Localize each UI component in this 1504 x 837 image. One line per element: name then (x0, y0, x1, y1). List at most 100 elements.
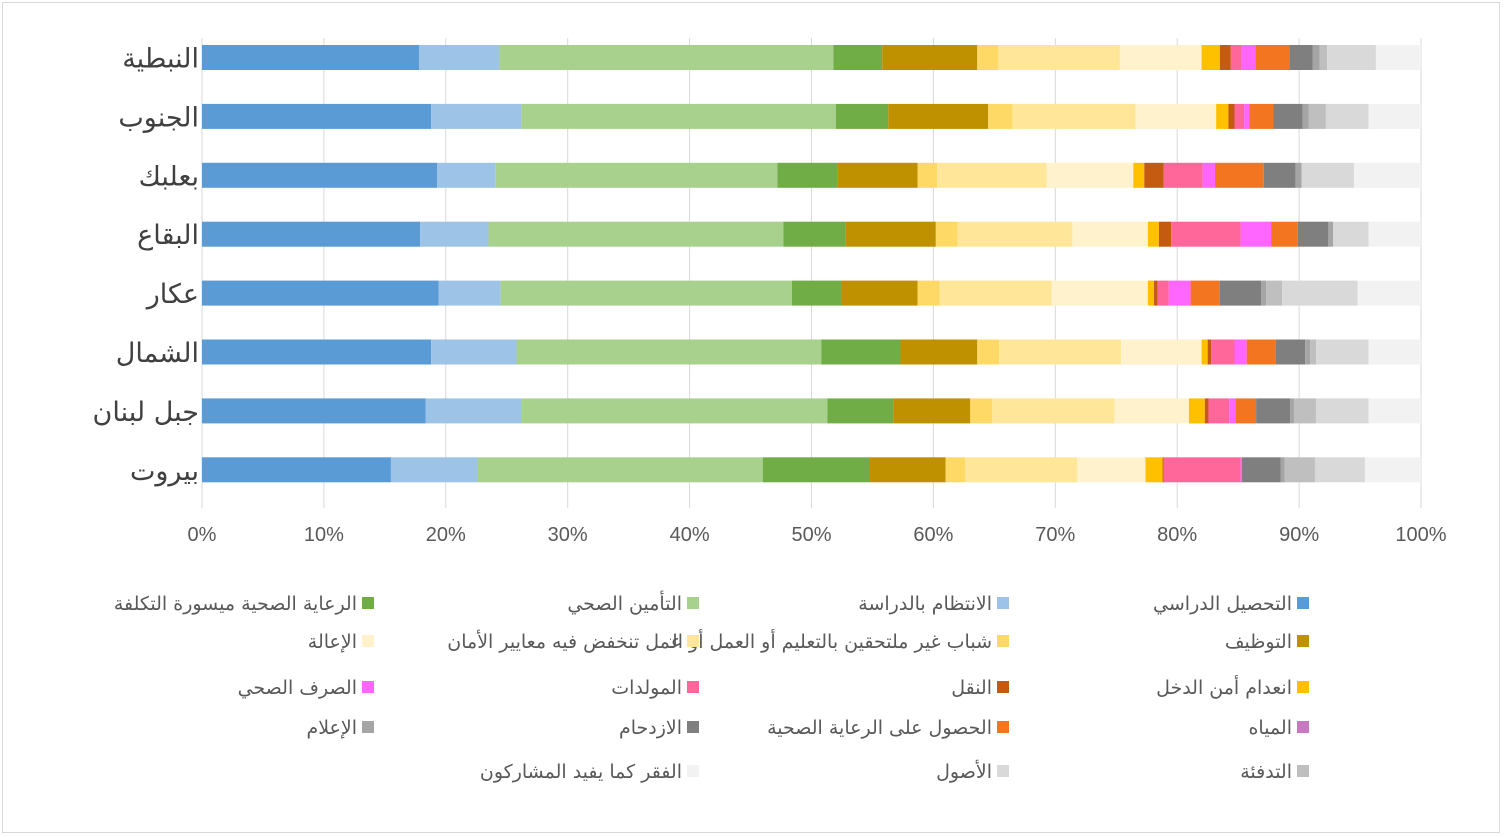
bar-segment (1157, 280, 1169, 306)
bar-segment (1051, 280, 1148, 306)
bar-segment (1163, 457, 1241, 483)
bar-segment (1261, 280, 1267, 306)
x-tick-label: 0% (188, 524, 217, 546)
bar-segment (437, 162, 496, 188)
category-label: جبل لبنان (93, 397, 199, 428)
category-label: الشمال (116, 338, 199, 369)
x-tick-label: 70% (1035, 524, 1075, 546)
bar-segment (1263, 162, 1296, 188)
legend-label: التأمين الصحي (567, 590, 682, 615)
bar-segment (1305, 339, 1311, 365)
bar-segment (1077, 457, 1146, 483)
bar-segment (1145, 457, 1163, 483)
bar-segment (835, 103, 889, 129)
bar-segment (477, 457, 763, 483)
bar-segment (1154, 280, 1158, 306)
bar-segment (431, 339, 517, 365)
legend-swatch (997, 635, 1009, 647)
bar-segment (937, 162, 1047, 188)
bar-segment (202, 103, 432, 129)
legend-swatch (362, 681, 374, 693)
bar-segment (1368, 398, 1421, 424)
bar-segment (1255, 45, 1290, 70)
bar-segment (1240, 221, 1272, 247)
legend-swatch (687, 597, 699, 609)
x-tick-label: 20% (426, 524, 466, 546)
legend-swatch (362, 635, 374, 647)
legend-swatch (1297, 635, 1309, 647)
bar-segment (977, 339, 1000, 365)
bar-segment (1147, 280, 1155, 306)
bar-segment (1241, 457, 1281, 483)
x-tick-label: 50% (791, 524, 831, 546)
legend-label: عمل تنخفض فيه معايير الأمان (447, 630, 682, 653)
bar-segment (1271, 221, 1298, 247)
bar-segment (821, 339, 901, 365)
legend-swatch (687, 721, 699, 733)
bar-segment (522, 398, 828, 424)
legend-swatch (362, 597, 374, 609)
bar-segment (1310, 339, 1317, 365)
bar-segment (1249, 103, 1274, 129)
bar-segment (1235, 398, 1257, 424)
legend-label: الانتظام بالدراسة (858, 593, 992, 615)
bar-segment (1133, 162, 1145, 188)
legend: التحصيل الدراسي الانتظام بالدراسة التأمين … (114, 590, 1309, 783)
bar-segment (888, 103, 989, 129)
bar-segment (1219, 45, 1231, 70)
bar-segment (1204, 398, 1209, 424)
bar-segment (521, 103, 836, 129)
legend-swatch (1297, 765, 1309, 777)
bar-segment (1216, 103, 1229, 129)
bar-segment (1289, 45, 1313, 70)
bar-segment (425, 398, 523, 424)
bar-segment (1295, 162, 1302, 188)
bar-segment (390, 457, 478, 483)
bar-segment (1072, 221, 1148, 247)
bar-segment (992, 398, 1115, 424)
bar-segment (1256, 398, 1291, 424)
bar-segment (893, 398, 971, 424)
bar-segment (1228, 103, 1235, 129)
bar-segment (939, 280, 1052, 306)
value-axis: 0% 10% 20% 30% 40% 50% 60% 70% 80% 90% 100% (188, 524, 1447, 546)
bar-segment (1240, 457, 1242, 483)
bar-segment (791, 280, 842, 306)
legend-swatch (1297, 681, 1309, 693)
legend-label: الإعلام (306, 717, 357, 739)
bar-segment (202, 280, 439, 306)
category-label: البقاع (137, 220, 199, 251)
bar-segment (1163, 162, 1203, 188)
bar-segment (1297, 221, 1329, 247)
bar-segment (1368, 103, 1421, 129)
bar-segment (1234, 339, 1247, 365)
category-label: الجنوب (118, 102, 199, 133)
bar-segment (1229, 398, 1236, 424)
bar-segment (998, 45, 1120, 70)
bar-segment (999, 339, 1122, 365)
bar-segment (202, 398, 426, 424)
bar-segment (1273, 103, 1303, 129)
bar-segment (970, 398, 993, 424)
legend-swatch (997, 597, 1009, 609)
bar-segment (1302, 103, 1309, 129)
bar-segment (1211, 339, 1235, 365)
bar-segment (1282, 280, 1358, 306)
bar-segment (1266, 280, 1283, 306)
bar-segment (945, 457, 966, 483)
legend-label: التدفئة (1240, 761, 1292, 783)
x-tick-label: 100% (1395, 524, 1446, 546)
bar-segment (1364, 457, 1421, 483)
x-tick-label: 60% (913, 524, 953, 546)
bar-segment (1280, 457, 1285, 483)
bar-segment (1147, 221, 1159, 247)
legend-label: الأصول (936, 760, 992, 783)
bar-segment (1333, 221, 1369, 247)
legend-swatch (997, 721, 1009, 733)
bar-segment (1314, 457, 1365, 483)
legend-swatch (687, 635, 699, 647)
legend-label: الإعالة (308, 631, 357, 653)
legend-label: الصرف الصحي (238, 677, 357, 699)
bar-segment (957, 221, 1073, 247)
bar-segment (1201, 339, 1208, 365)
